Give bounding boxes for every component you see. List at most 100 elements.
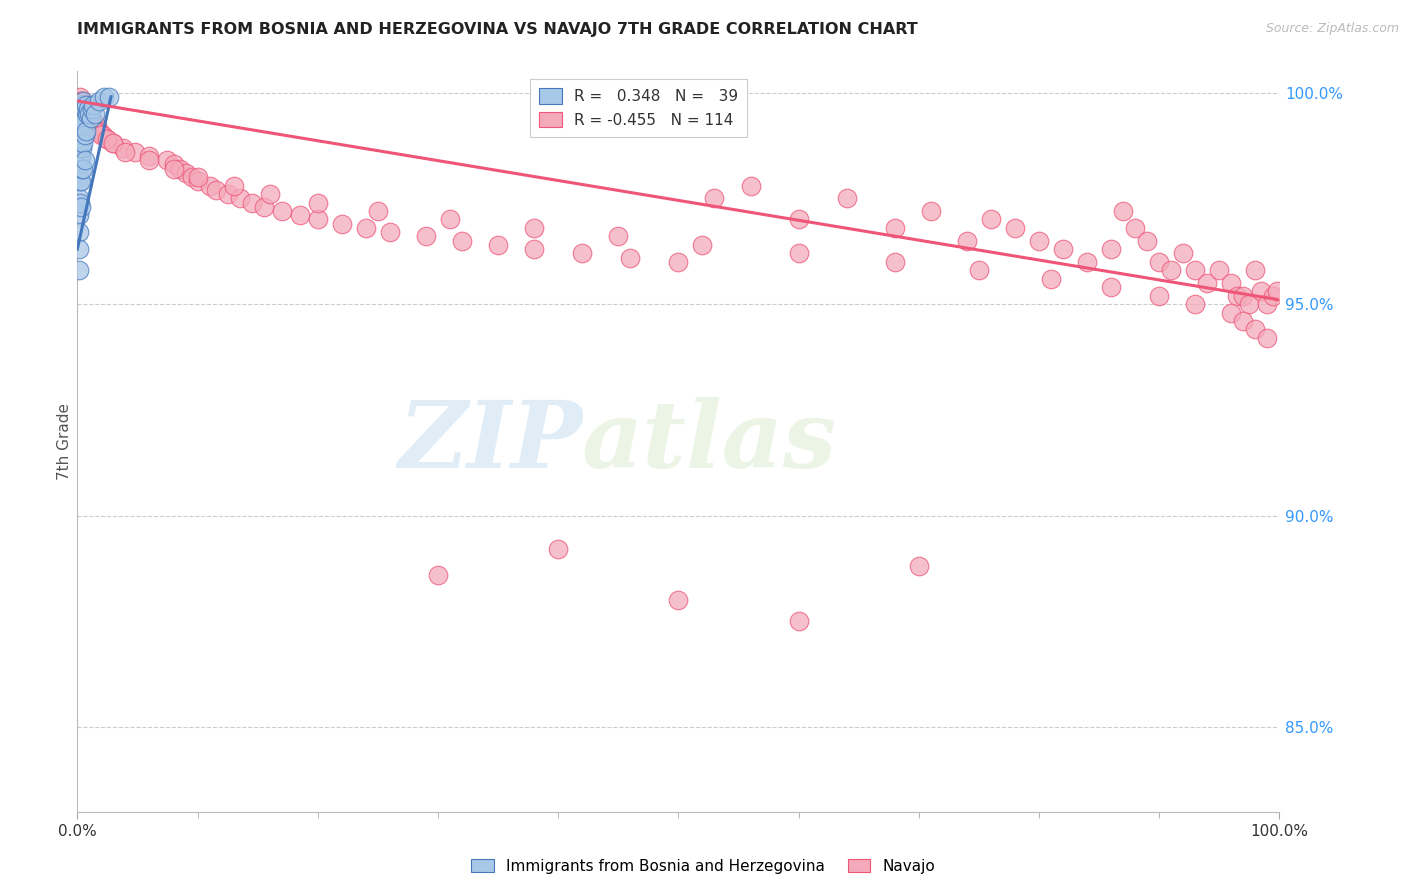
Point [73,153,96,168]
Point [79,111,101,125]
Point [72,98,94,112]
Point [96,132,118,146]
Point [180,170,202,185]
Point [87,94,110,108]
Point [91,128,114,142]
Point [692,237,714,252]
Point [1265,285,1288,299]
Point [70,103,93,117]
Point [288,208,311,222]
Point [217,187,239,202]
Point [427,567,450,582]
Point [198,178,221,193]
Point [79,106,101,120]
Point [138,153,160,168]
Point [228,191,250,205]
Point [70,120,93,134]
Point [668,593,690,607]
Point [72,161,94,176]
Text: Source: ZipAtlas.com: Source: ZipAtlas.com [1265,22,1399,36]
Point [93,89,115,103]
Point [1123,220,1146,235]
Point [73,106,96,120]
Point [1197,276,1219,290]
Point [908,559,931,574]
Point [69,174,91,188]
Point [270,204,292,219]
Point [330,217,353,231]
Point [72,136,94,151]
Point [439,212,461,227]
Point [70,106,93,120]
Point [222,178,245,193]
Point [79,115,101,129]
Point [75,98,97,112]
Point [162,157,184,171]
Point [1250,285,1272,299]
Point [70,161,93,176]
Point [523,220,546,235]
Point [70,140,93,154]
Point [79,111,101,125]
Point [70,98,93,112]
Point [1232,288,1254,302]
Point [77,103,100,117]
Point [114,145,136,159]
Point [169,161,191,176]
Point [1256,297,1278,311]
Point [486,237,509,252]
Point [86,120,108,134]
Point [1263,288,1285,302]
Point [367,204,389,219]
Point [80,103,103,117]
Point [1099,242,1122,256]
Point [69,89,91,103]
Text: atlas: atlas [582,397,838,486]
Point [69,195,91,210]
Point [354,220,377,235]
Point [835,191,858,205]
Point [69,153,91,168]
Point [1184,297,1206,311]
Point [1136,234,1159,248]
Point [1112,204,1135,219]
Point [84,123,107,137]
Point [1226,288,1249,302]
Point [787,246,810,260]
Point [75,103,97,117]
Point [883,220,905,235]
Point [1244,322,1267,336]
Point [70,174,93,188]
Point [1028,234,1050,248]
Point [307,195,329,210]
Point [1220,276,1243,290]
Point [73,128,96,142]
Point [73,103,96,117]
Point [70,149,93,163]
Point [1149,254,1171,268]
Point [156,153,179,168]
Point [668,254,690,268]
Point [187,174,209,188]
Point [415,229,437,244]
Point [87,123,110,137]
Point [451,234,474,248]
Point [67,225,90,239]
Point [124,145,146,159]
Legend: R =   0.348   N =   39, R = -0.455   N = 114: R = 0.348 N = 39, R = -0.455 N = 114 [530,79,748,137]
Point [1184,263,1206,277]
Point [70,200,93,214]
Y-axis label: 7th Grade: 7th Grade [56,403,72,480]
Point [523,242,546,256]
Point [920,204,942,219]
Point [96,132,118,146]
Point [67,208,90,222]
Point [1160,263,1182,277]
Point [67,191,90,205]
Point [787,615,810,629]
Point [253,200,276,214]
Text: IMMIGRANTS FROM BOSNIA AND HERZEGOVINA VS NAVAJO 7TH GRADE CORRELATION CHART: IMMIGRANTS FROM BOSNIA AND HERZEGOVINA V… [77,22,918,37]
Point [69,98,91,112]
Point [90,128,112,142]
Point [1220,305,1243,319]
